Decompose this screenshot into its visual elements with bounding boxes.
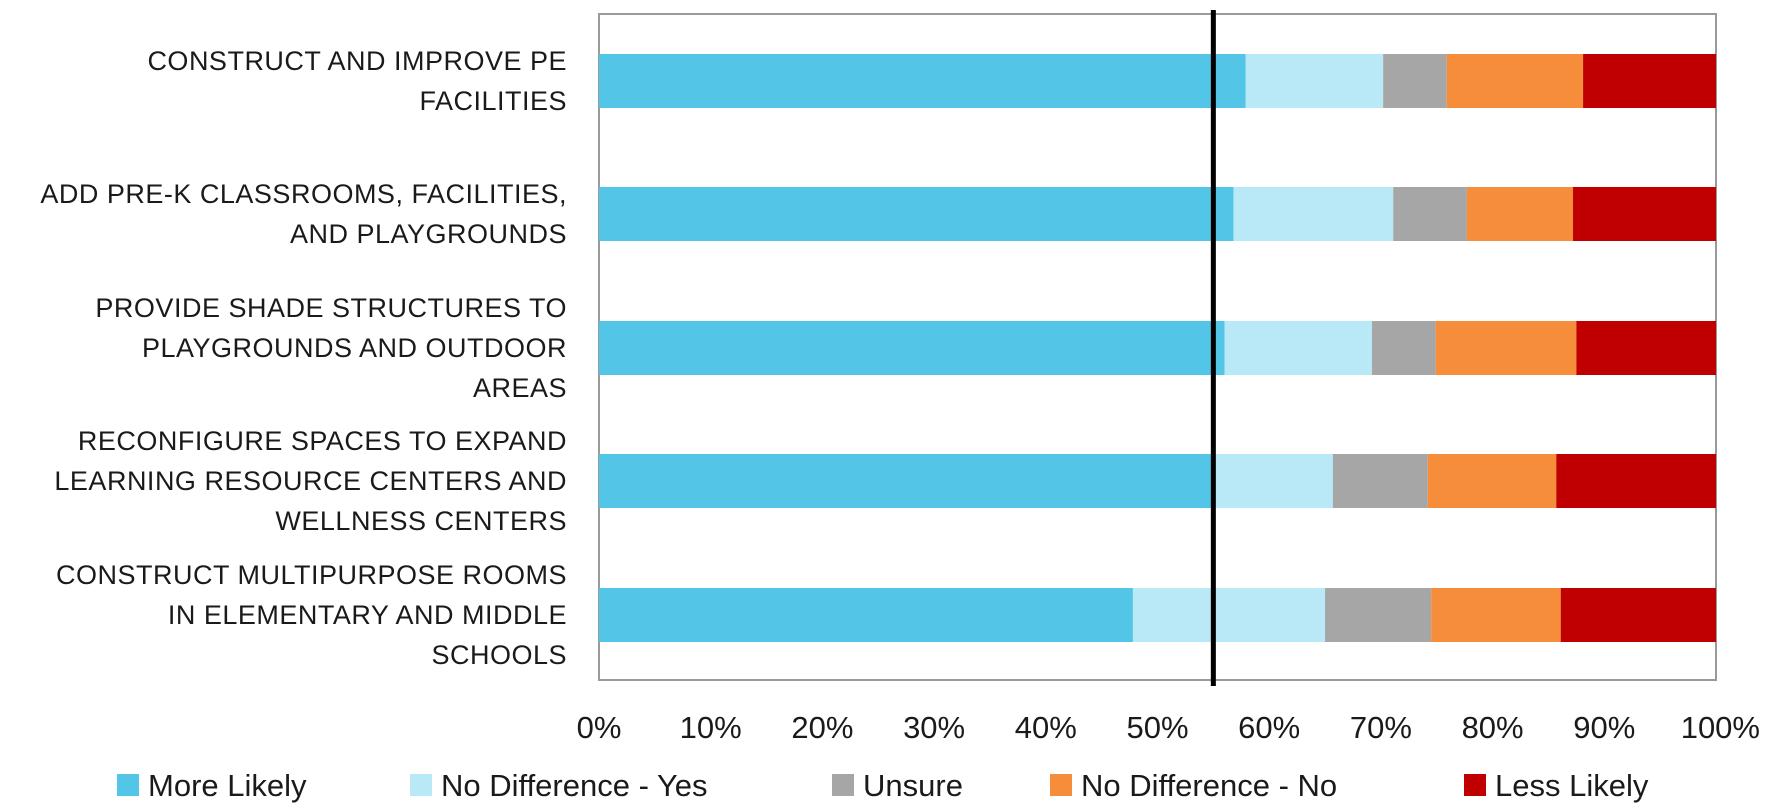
legend-label-more-likely: More Likely: [148, 768, 307, 803]
bar-segment-no-difference-yes-1: [1245, 54, 1384, 108]
category-label-1-line-2: FACILITIES: [419, 86, 567, 116]
bar-segment-unsure-3: [1371, 321, 1436, 375]
legend-label-less-likely: Less Likely: [1495, 768, 1649, 803]
bar-segment-unsure-1: [1383, 54, 1447, 108]
bars-group: [599, 54, 1716, 642]
bar-segment-less-likely-4: [1556, 454, 1716, 508]
x-tick-label: 10%: [680, 710, 742, 745]
x-tick-label: 70%: [1350, 710, 1412, 745]
legend-label-no-difference-no: No Difference - No: [1081, 768, 1337, 803]
legend-swatch-unsure: [832, 774, 854, 796]
bar-segment-no-difference-yes-3: [1224, 321, 1372, 375]
x-tick-label: 40%: [1015, 710, 1077, 745]
category-label-5-line-2: IN ELEMENTARY AND MIDDLE: [168, 600, 567, 630]
bar-segment-no-difference-no-2: [1466, 187, 1574, 241]
legend-swatch-no-difference-no: [1050, 774, 1072, 796]
bar-segment-less-likely-1: [1583, 54, 1716, 108]
bar-segment-no-difference-yes-2: [1233, 187, 1394, 241]
x-axis-tick-labels: 0% 10% 20% 30% 40% 50% 60% 70% 80% 90% 100%: [577, 710, 1760, 745]
x-tick-label: 50%: [1126, 710, 1188, 745]
bar-segment-unsure-5: [1325, 588, 1432, 642]
x-tick-label: 0%: [577, 710, 622, 745]
category-label-4-line-2: LEARNING RESOURCE CENTERS AND: [54, 466, 567, 496]
legend-label-unsure: Unsure: [863, 768, 963, 803]
legend-label-no-difference-yes: No Difference - Yes: [441, 768, 708, 803]
bar-segment-more-likely-2: [599, 187, 1234, 241]
legend: More Likely No Difference - Yes Unsure No D…: [117, 768, 1649, 803]
legend-swatch-no-difference-yes: [410, 774, 432, 796]
bar-segment-no-difference-yes-5: [1132, 588, 1326, 642]
bar-segment-no-difference-no-4: [1427, 454, 1557, 508]
bar-segment-no-difference-yes-4: [1213, 454, 1333, 508]
x-tick-label: 30%: [903, 710, 965, 745]
bar-segment-more-likely-1: [599, 54, 1246, 108]
legend-swatch-more-likely: [117, 774, 139, 796]
bar-segment-unsure-2: [1393, 187, 1467, 241]
bar-segment-less-likely-5: [1560, 588, 1716, 642]
x-tick-label: 100%: [1681, 710, 1760, 745]
bar-segment-less-likely-2: [1573, 187, 1716, 241]
category-label-5-line-1: CONSTRUCT MULTIPURPOSE ROOMS: [56, 560, 567, 590]
bar-segment-no-difference-no-1: [1446, 54, 1584, 108]
bar-segment-more-likely-5: [599, 588, 1133, 642]
category-label-3-line-2: PLAYGROUNDS AND OUTDOOR: [142, 333, 567, 363]
bar-segment-unsure-4: [1332, 454, 1428, 508]
category-label-5-line-3: SCHOOLS: [431, 640, 567, 670]
category-label-3-line-1: PROVIDE SHADE STRUCTURES TO: [95, 293, 567, 323]
category-label-2-line-1: ADD PRE-K CLASSROOMS, FACILITIES,: [40, 179, 567, 209]
category-labels: CONSTRUCT AND IMPROVE PE FACILITIES ADD PR…: [40, 46, 567, 670]
category-label-2-line-2: AND PLAYGROUNDS: [290, 219, 567, 249]
legend-swatch-less-likely: [1464, 774, 1486, 796]
bar-segment-no-difference-no-3: [1435, 321, 1577, 375]
x-tick-label: 20%: [791, 710, 853, 745]
x-tick-label: 60%: [1238, 710, 1300, 745]
x-tick-label: 90%: [1573, 710, 1635, 745]
category-label-1-line-1: CONSTRUCT AND IMPROVE PE: [147, 46, 567, 76]
category-label-3-line-3: AREAS: [473, 373, 567, 403]
category-label-4-line-1: RECONFIGURE SPACES TO EXPAND: [78, 426, 567, 456]
category-label-4-line-3: WELLNESS CENTERS: [275, 506, 567, 536]
bar-segment-less-likely-3: [1576, 321, 1716, 375]
bar-segment-more-likely-3: [599, 321, 1225, 375]
x-tick-label: 80%: [1462, 710, 1524, 745]
bar-segment-no-difference-no-5: [1431, 588, 1561, 642]
bar-segment-more-likely-4: [599, 454, 1214, 508]
